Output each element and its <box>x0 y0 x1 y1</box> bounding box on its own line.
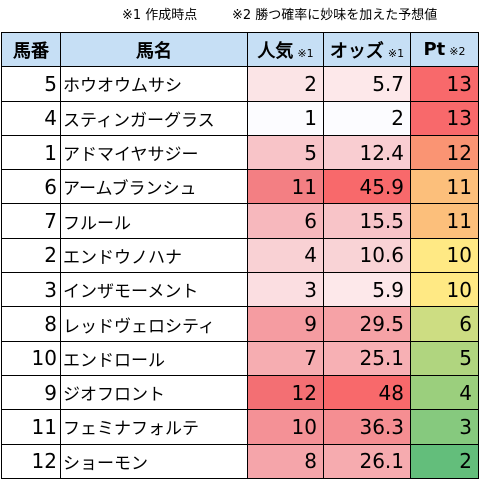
horse-number-cell: 3 <box>1 272 61 308</box>
points-cell: 12 <box>410 134 479 171</box>
header-odds: オッズ ※1 <box>323 31 411 68</box>
header-odds-note-mark: ※1 <box>387 46 405 60</box>
horse-name-cell: フルール <box>60 203 248 239</box>
horse-number-cell: 4 <box>1 100 61 136</box>
table-row: 2 エンドウノハナ 4 10.6 10 <box>1 237 479 274</box>
horse-name-cell: アドマイヤサジー <box>60 134 248 171</box>
table-row: 1 アドマイヤサジー 5 12.4 12 <box>1 134 479 171</box>
points-cell: 13 <box>410 100 479 136</box>
horse-name-cell: エンドロール <box>60 340 248 376</box>
points-cell: 10 <box>410 237 479 274</box>
horse-name-cell: アームブランシュ <box>60 169 248 205</box>
header-num-label: 馬番 <box>13 40 49 62</box>
header-row: 馬番 馬名 人気 ※1 オッズ ※1 Pt ※2 <box>1 31 479 68</box>
header-odds-label: オッズ <box>329 40 384 62</box>
popularity-cell: 4 <box>247 237 324 274</box>
note-2: ※2 勝つ確率に妙味を加えた予想値 <box>232 8 438 23</box>
points-cell: 5 <box>410 340 479 376</box>
footnotes: ※1 作成時点 ※2 勝つ確率に妙味を加えた予想値 <box>0 0 479 32</box>
odds-cell: 45.9 <box>323 169 411 205</box>
horse-number-cell: 10 <box>1 340 61 376</box>
header-name-label: 馬名 <box>136 40 172 62</box>
table-row: 4 スティンガーグラス 1 2 13 <box>1 100 479 136</box>
odds-cell: 15.5 <box>323 203 411 239</box>
horse-name-cell: フェミナフォルテ <box>60 409 248 445</box>
horse-name-cell: ジオフロント <box>60 374 248 411</box>
note-1: ※1 作成時点 <box>122 8 198 23</box>
popularity-cell: 7 <box>247 340 324 376</box>
popularity-cell: 2 <box>247 66 324 102</box>
horse-name-cell: スティンガーグラス <box>60 100 248 136</box>
odds-cell: 2 <box>323 100 411 136</box>
horse-number-cell: 5 <box>1 66 61 102</box>
popularity-cell: 6 <box>247 203 324 239</box>
table-row: 6 アームブランシュ 11 45.9 11 <box>1 169 479 205</box>
odds-cell: 25.1 <box>323 340 411 376</box>
horse-number-cell: 2 <box>1 237 61 274</box>
header-pt: Pt ※2 <box>410 31 479 68</box>
popularity-cell: 5 <box>247 134 324 171</box>
header-name: 馬名 <box>60 31 248 68</box>
horse-number-cell: 1 <box>1 134 61 171</box>
points-cell: 2 <box>410 443 479 479</box>
points-cell: 11 <box>410 203 479 239</box>
horse-number-cell: 6 <box>1 169 61 205</box>
popularity-cell: 8 <box>247 443 324 479</box>
horse-number-cell: 11 <box>1 409 61 445</box>
horse-name-cell: ショーモン <box>60 443 248 479</box>
odds-cell: 36.3 <box>323 409 411 445</box>
points-cell: 10 <box>410 272 479 308</box>
table-row: 7 フルール 6 15.5 11 <box>1 203 479 239</box>
odds-cell: 29.5 <box>323 306 411 342</box>
header-pop-label: 人気 <box>257 40 294 62</box>
table-row: 12 ショーモン 8 26.1 2 <box>1 443 479 479</box>
table-row: 5 ホウオウムサシ 2 5.7 13 <box>1 66 479 102</box>
points-cell: 6 <box>410 306 479 342</box>
popularity-cell: 3 <box>247 272 324 308</box>
horse-name-cell: インザモーメント <box>60 272 248 308</box>
horse-number-cell: 9 <box>1 374 61 411</box>
odds-cell: 5.9 <box>323 272 411 308</box>
horse-number-cell: 8 <box>1 306 61 342</box>
horse-table: 馬番 馬名 人気 ※1 オッズ ※1 Pt ※2 5 ホウオウムサシ 2 5.7 13 4 スティ… <box>1 31 479 479</box>
horse-number-cell: 7 <box>1 203 61 239</box>
popularity-cell: 1 <box>247 100 324 136</box>
header-pt-label: Pt <box>423 39 446 61</box>
odds-cell: 12.4 <box>323 134 411 171</box>
horse-name-cell: レッドヴェロシティ <box>60 306 248 342</box>
header-pop-note-mark: ※1 <box>297 46 314 60</box>
points-cell: 3 <box>410 409 479 445</box>
header-pop: 人気 ※1 <box>247 31 324 68</box>
horse-name-cell: ホウオウムサシ <box>60 66 248 102</box>
odds-cell: 10.6 <box>323 237 411 274</box>
table-row: 9 ジオフロント 12 48 4 <box>1 374 479 411</box>
odds-cell: 48 <box>323 374 411 411</box>
table-row: 11 フェミナフォルテ 10 36.3 3 <box>1 409 479 445</box>
horse-name-cell: エンドウノハナ <box>60 237 248 274</box>
popularity-cell: 11 <box>247 169 324 205</box>
popularity-cell: 12 <box>247 374 324 411</box>
points-cell: 4 <box>410 374 479 411</box>
header-num: 馬番 <box>1 31 61 68</box>
header-pt-note-mark: ※2 <box>449 45 466 59</box>
popularity-cell: 9 <box>247 306 324 342</box>
table-row: 8 レッドヴェロシティ 9 29.5 6 <box>1 306 479 342</box>
popularity-cell: 10 <box>247 409 324 445</box>
odds-cell: 26.1 <box>323 443 411 479</box>
horse-number-cell: 12 <box>1 443 61 479</box>
points-cell: 11 <box>410 169 479 205</box>
table-row: 3 インザモーメント 3 5.9 10 <box>1 272 479 308</box>
odds-cell: 5.7 <box>323 66 411 102</box>
points-cell: 13 <box>410 66 479 102</box>
table-row: 10 エンドロール 7 25.1 5 <box>1 340 479 376</box>
